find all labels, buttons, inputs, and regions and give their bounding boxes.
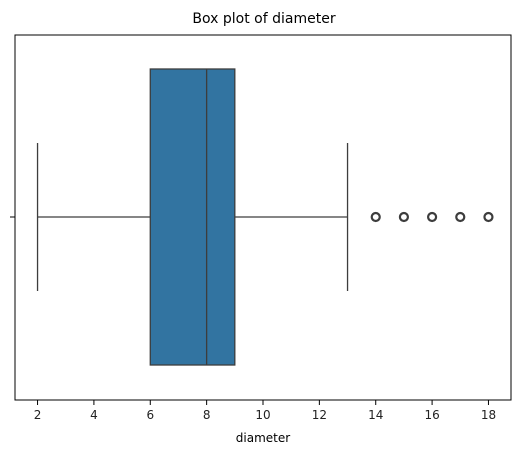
outlier-point — [426, 211, 438, 223]
outlier-point — [370, 211, 381, 223]
x-tick-label: 6 — [146, 408, 154, 422]
x-tick-label: 16 — [424, 408, 439, 422]
x-axis-label: diameter — [236, 431, 290, 445]
x-tick-label: 10 — [255, 408, 270, 422]
chart-title: Box plot of diameter — [192, 11, 335, 27]
iqr-box — [149, 68, 236, 366]
x-tick-label: 14 — [368, 408, 383, 422]
x-tick-label: 18 — [481, 408, 496, 422]
outlier-point — [455, 211, 466, 223]
x-tick-label: 4 — [90, 408, 98, 422]
x-tick-label: 2 — [34, 408, 42, 422]
x-axis-ticks: 2 4 6 8 10 12 14 16 18 — [34, 400, 496, 422]
x-tick-label: 12 — [312, 408, 327, 422]
outlier-point — [398, 211, 410, 223]
outlier-point — [483, 211, 494, 223]
plot-area — [36, 68, 494, 366]
x-tick-label: 8 — [203, 408, 211, 422]
